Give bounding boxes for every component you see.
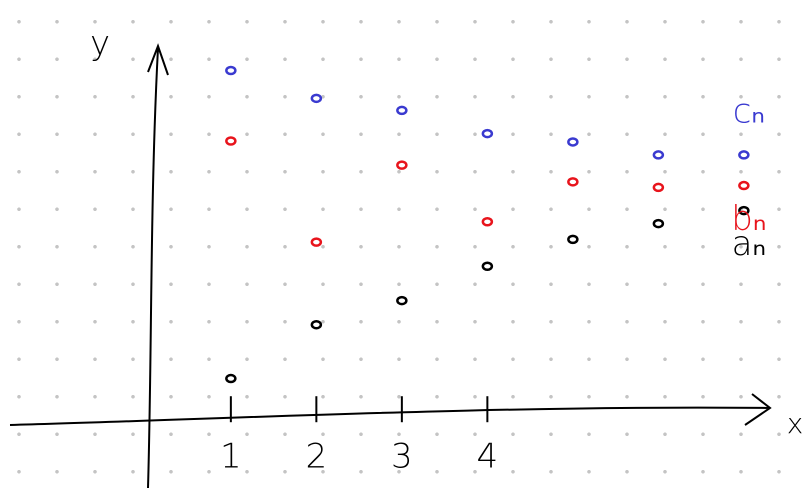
point xyxy=(397,162,406,169)
point xyxy=(483,218,492,225)
x-tick-label: 4 xyxy=(477,437,499,477)
point xyxy=(654,220,663,227)
y-axis xyxy=(148,46,168,488)
x-tick-label: 3 xyxy=(391,437,413,477)
series-label: cₙ xyxy=(733,91,765,131)
x-tick-label: 2 xyxy=(306,437,328,477)
point xyxy=(568,138,577,145)
point xyxy=(226,67,235,74)
point xyxy=(312,239,321,246)
point xyxy=(397,297,406,304)
point xyxy=(312,95,321,102)
point xyxy=(739,182,748,189)
point xyxy=(397,107,406,114)
x-tick-label: 1 xyxy=(220,437,242,477)
point xyxy=(226,375,235,382)
x-axis xyxy=(10,394,770,425)
point xyxy=(483,263,492,270)
x-axis-label: x xyxy=(787,407,804,440)
point xyxy=(312,321,321,328)
chart: x y 1234aₙbₙcₙ xyxy=(0,0,808,488)
point xyxy=(568,178,577,185)
point xyxy=(226,138,235,145)
point xyxy=(739,151,748,158)
point xyxy=(483,130,492,137)
point xyxy=(654,184,663,191)
point xyxy=(568,236,577,243)
y-axis-label: y xyxy=(90,24,110,64)
canvas: x y 1234aₙbₙcₙ xyxy=(0,0,808,488)
series-label: bₙ xyxy=(731,199,766,239)
point xyxy=(654,151,663,158)
